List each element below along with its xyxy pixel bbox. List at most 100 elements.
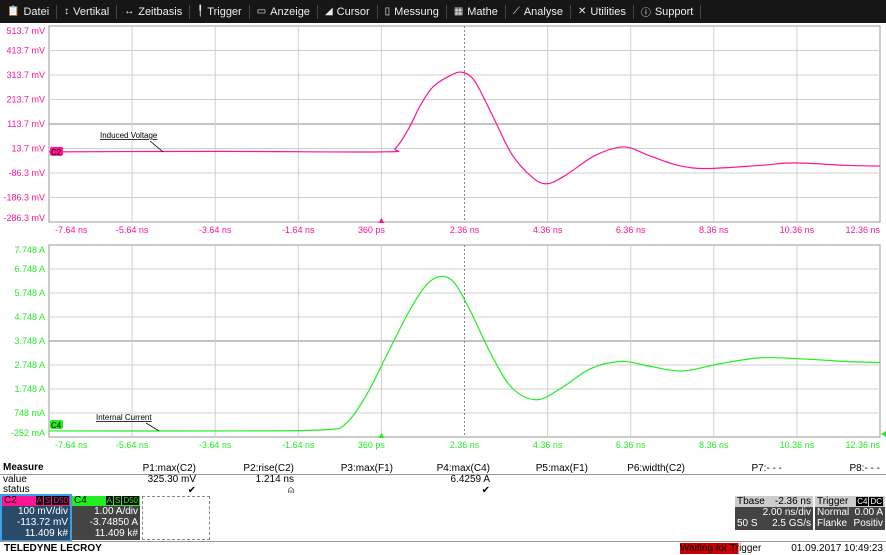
- x-tick-label: -5.64 ns: [116, 440, 149, 450]
- trigger-source: C4: [856, 497, 869, 506]
- param-name[interactable]: P2:rise(C2): [243, 463, 294, 474]
- trigger-descriptor[interactable]: Trigger C4 DC Normal 0.00 A Flanke Positiv: [815, 496, 885, 530]
- tag: A: [35, 496, 43, 505]
- x-tick-label: -1.64 ns: [282, 225, 315, 235]
- x-tick-label: -5.64 ns: [116, 225, 149, 235]
- status-bar: TELEDYNE LECROY Waiting for Trigger 01.0…: [0, 541, 886, 555]
- menu-label: Analyse: [523, 5, 563, 18]
- info-icon: ⓘ: [640, 8, 651, 19]
- trigger-mode: Normal: [817, 507, 850, 518]
- measure-table: Measure value status P1:max(C2) 325.30 mV…: [0, 462, 886, 496]
- x-tick-label: 6.36 ns: [616, 225, 646, 235]
- measure-title: Measure: [3, 462, 44, 473]
- calculator-icon: ▦: [453, 6, 464, 17]
- param-name[interactable]: P5:max(F1): [535, 463, 588, 474]
- menu-datei[interactable]: 📋 Datei: [0, 4, 58, 19]
- menu-support[interactable]: ⓘ Support: [634, 4, 702, 19]
- channel-marker[interactable]: [50, 420, 63, 429]
- trigger-coupling: DC: [869, 497, 883, 506]
- menu-label: Utilities: [590, 5, 626, 18]
- channel-name: C4: [74, 495, 87, 506]
- menu-vertikal[interactable]: ↕ Vertikal: [57, 4, 118, 19]
- menu-label: Messung: [394, 5, 439, 18]
- menu-label: Vertikal: [73, 5, 110, 18]
- channel-name: C2: [4, 495, 17, 506]
- x-tick-label: 8.36 ns: [699, 225, 729, 235]
- trace-annotation[interactable]: Induced Voltage: [100, 131, 158, 140]
- trigger-level: 0.00 A: [854, 507, 883, 518]
- annotation-pointer: [149, 140, 164, 153]
- waveform-display: 513.7 mV 413.7 mV 313.7 mV 213.7 mV 113.7 mV…: [3, 25, 886, 450]
- waveform-c4: [48, 275, 881, 432]
- x-tick-label: -7.64 ns: [55, 440, 88, 450]
- channel-marker-label: C2: [51, 148, 62, 157]
- menu-mathe[interactable]: ▦ Mathe: [447, 4, 506, 19]
- param-name[interactable]: P7:- - -: [751, 463, 782, 474]
- empty-channel-slot[interactable]: [142, 496, 210, 540]
- datetime: 01.09.2017 10:49:23: [791, 543, 883, 554]
- param-status: ⍝: [288, 485, 294, 496]
- y-tick-label: 3.748 A: [14, 336, 45, 346]
- param-name[interactable]: P4:max(C4): [436, 463, 490, 474]
- menu-anzeige[interactable]: ▭ Anzeige: [250, 4, 318, 19]
- menu-utilities[interactable]: ✕ Utilities: [571, 4, 634, 19]
- offset: -113.72 mV: [17, 517, 68, 528]
- offset: -3.74850 A: [89, 517, 138, 528]
- x-tick-label: 360 ps: [358, 225, 386, 235]
- y-tick-label: 413.7 mV: [6, 46, 45, 56]
- x-tick-label: 360 ps: [358, 440, 386, 450]
- menu-messung[interactable]: ▯ Messung: [378, 4, 447, 19]
- x-tick-label: -3.64 ns: [199, 225, 232, 235]
- param-name[interactable]: P3:max(F1): [340, 463, 393, 474]
- param-name[interactable]: P8:- - -: [849, 463, 880, 474]
- menu-label: Cursor: [336, 5, 370, 18]
- trigger-level-marker: [881, 431, 886, 437]
- menu-zeitbasis[interactable]: ↔ Zeitbasis: [117, 4, 191, 19]
- vdiv: 100 mV/div: [17, 506, 68, 517]
- y-tick-label: 113.7 mV: [7, 119, 45, 129]
- count: 11.409 k#: [24, 528, 68, 539]
- measure-icon: ▯: [384, 6, 391, 17]
- param-status: ✔: [481, 485, 490, 496]
- trace-annotation[interactable]: Internal Current: [96, 413, 152, 422]
- tdiv: 2.00 ns/div: [762, 507, 811, 518]
- tbase-delay: -2.36 ns: [774, 496, 811, 507]
- menu-label: Support: [654, 5, 694, 18]
- status-row-label: status: [3, 484, 30, 495]
- param-value: 325.30 mV: [147, 474, 196, 485]
- menu-trigger[interactable]: ╿ Trigger: [190, 4, 250, 19]
- trigger-position-marker: [378, 433, 385, 438]
- channel-c2-descriptor[interactable]: C2 A S D50 100 mV/div -113.72 mV 11.409 k#: [0, 494, 72, 542]
- y-tick-label: 5.748 A: [14, 288, 45, 298]
- y-tick-label: 1.748 A: [14, 384, 45, 394]
- x-tick-label: 10.36 ns: [780, 225, 815, 235]
- cursor-icon: ◢: [324, 6, 333, 17]
- y-tick-label: 6.748 A: [14, 264, 45, 274]
- x-tick-label: -3.64 ns: [199, 440, 232, 450]
- param-name[interactable]: P6:width(C2): [627, 463, 685, 474]
- plot-c4: 7.748 A 6.748 A 5.748 A 4.748 A 3.748 A 2.748…: [11, 244, 881, 450]
- y-tick-label: -286.3 mV: [3, 213, 45, 223]
- channel-c4-descriptor[interactable]: C4 A S D50 1.00 A/div -3.74850 A 11.409 k#: [72, 496, 140, 540]
- channel-marker-label: C4: [51, 421, 62, 430]
- x-tick-label: 4.36 ns: [533, 225, 563, 235]
- trigger-slope: Positiv: [853, 518, 883, 529]
- timebase-descriptor[interactable]: Tbase -2.36 ns 2.00 ns/div 50 S 2.5 GS/s: [735, 496, 813, 530]
- trigger-position-marker: [378, 218, 385, 223]
- menu-cursor[interactable]: ◢ Cursor: [318, 4, 378, 19]
- count: 11.409 k#: [94, 528, 138, 539]
- trigger-label: Trigger: [817, 496, 849, 507]
- menu-analyse[interactable]: ⟋ Analyse: [506, 4, 571, 19]
- x-tick-label: 12.36 ns: [845, 225, 880, 235]
- tbase-label: Tbase: [737, 496, 765, 507]
- param-value: 6.4259 A: [450, 474, 490, 485]
- param-status: ✔: [187, 485, 196, 496]
- x-tick-label: 6.36 ns: [616, 440, 646, 450]
- waveform-c2: [48, 71, 881, 185]
- param-name[interactable]: P1:max(C2): [142, 463, 196, 474]
- x-tick-label: 8.36 ns: [699, 440, 729, 450]
- tag: D50: [122, 496, 139, 505]
- tag: A: [105, 496, 113, 505]
- menu-bar: 📋 Datei ↕ Vertikal ↔ Zeitbasis ╿ Trigger ▭ Anzeig…: [0, 0, 886, 23]
- channel-marker[interactable]: [50, 146, 63, 156]
